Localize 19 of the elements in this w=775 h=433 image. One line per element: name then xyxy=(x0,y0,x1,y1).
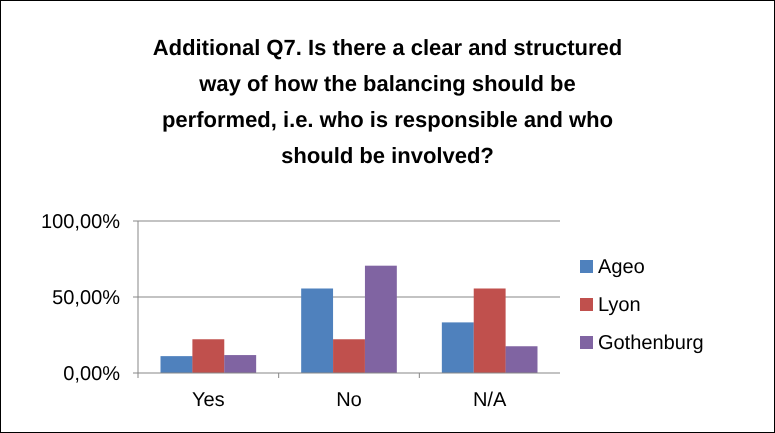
bar xyxy=(442,322,474,373)
y-tick-label: 50,00% xyxy=(52,287,120,309)
bar xyxy=(474,288,506,373)
bar xyxy=(192,339,224,373)
bar xyxy=(364,266,397,373)
legend-label: Lyon xyxy=(598,294,641,316)
legend-label: Gothenburg xyxy=(598,332,704,354)
x-tick-label: Yes xyxy=(192,389,225,411)
y-tick-label: 0,00% xyxy=(63,363,120,385)
x-tick-label: N/A xyxy=(472,389,507,411)
legend-label: Ageo xyxy=(598,256,645,278)
bar xyxy=(160,356,192,373)
bar xyxy=(224,355,256,373)
bar xyxy=(506,346,538,373)
bar xyxy=(301,288,334,373)
x-tick-label: No xyxy=(336,389,362,411)
y-tick-label: 100,00% xyxy=(41,211,120,233)
bar xyxy=(333,339,365,373)
chart-title: Additional Q7. Is there a clear and structured way of how the balancing should be performed, i.e. who is responsible and who should be involved? xyxy=(152,35,622,168)
